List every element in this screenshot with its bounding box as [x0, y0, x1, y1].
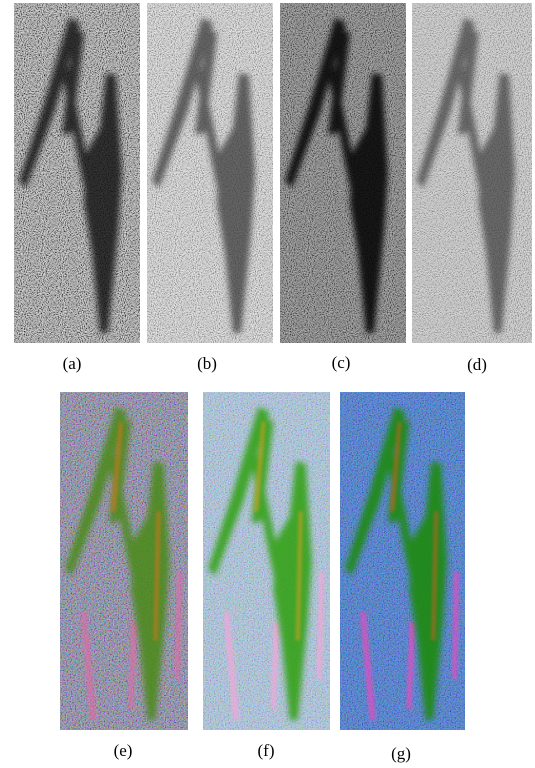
panel-label: (c): [332, 353, 351, 372]
panel-image: [203, 392, 330, 730]
panel-label: (g): [391, 744, 411, 763]
panel-label: (b): [197, 354, 217, 373]
panel-image: [147, 3, 273, 343]
panel-image: [14, 3, 140, 343]
panel-image: [412, 3, 532, 343]
panel-image: [340, 392, 465, 730]
panel-image: [60, 392, 188, 730]
panel-image: [280, 3, 406, 343]
panel-label: (d): [467, 355, 487, 374]
panel-label: (a): [63, 354, 82, 373]
panel-label: (e): [114, 741, 133, 760]
panel-label: (f): [258, 741, 275, 760]
